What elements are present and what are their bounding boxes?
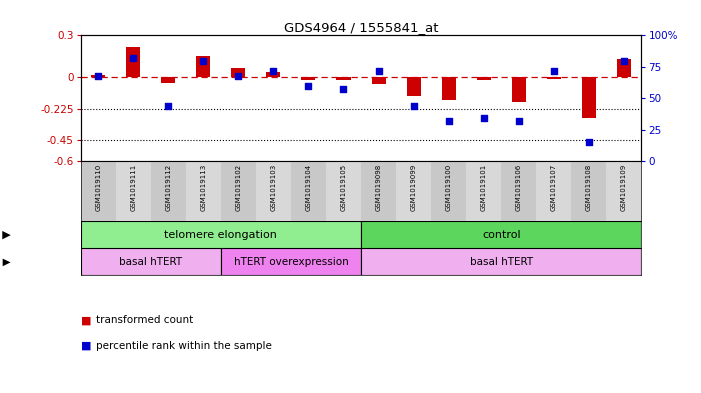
Point — [443, 118, 454, 124]
Point — [233, 72, 244, 79]
Text: GSM1019107: GSM1019107 — [551, 164, 557, 211]
Text: GSM1019109: GSM1019109 — [621, 164, 627, 211]
Bar — [582, 77, 596, 118]
Bar — [126, 46, 140, 77]
Bar — [266, 72, 280, 77]
Bar — [116, 161, 151, 221]
Bar — [336, 77, 350, 80]
Point — [163, 103, 174, 109]
Text: GSM1019098: GSM1019098 — [376, 164, 381, 211]
Point — [478, 115, 489, 121]
Text: GSM1019100: GSM1019100 — [446, 164, 451, 211]
Bar — [571, 161, 606, 221]
Text: genotype/variation  ▶: genotype/variation ▶ — [0, 257, 11, 266]
Bar — [186, 161, 221, 221]
Text: GSM1019110: GSM1019110 — [95, 164, 101, 211]
Text: GSM1019113: GSM1019113 — [200, 164, 206, 211]
Text: ■: ■ — [81, 315, 91, 325]
Bar — [256, 161, 291, 221]
Text: GSM1019111: GSM1019111 — [130, 164, 136, 211]
Text: basal hTERT: basal hTERT — [470, 257, 533, 266]
Bar — [231, 68, 245, 77]
Text: GSM1019105: GSM1019105 — [341, 164, 346, 211]
Text: telomere elongation: telomere elongation — [164, 230, 278, 240]
Bar — [442, 77, 456, 100]
Bar — [91, 75, 105, 77]
Text: percentile rank within the sample: percentile rank within the sample — [96, 341, 272, 351]
Bar — [221, 248, 361, 275]
Text: GSM1019112: GSM1019112 — [165, 164, 171, 211]
Text: hTERT overexpression: hTERT overexpression — [233, 257, 348, 266]
Bar — [361, 221, 641, 248]
Title: GDS4964 / 1555841_at: GDS4964 / 1555841_at — [284, 21, 438, 34]
Bar — [407, 77, 421, 95]
Point — [583, 139, 594, 145]
Point — [338, 86, 349, 93]
Bar — [361, 248, 641, 275]
Bar — [81, 221, 361, 248]
Text: basal hTERT: basal hTERT — [119, 257, 182, 266]
Bar — [361, 161, 396, 221]
Bar — [606, 161, 641, 221]
Text: transformed count: transformed count — [96, 315, 193, 325]
Text: GSM1019106: GSM1019106 — [516, 164, 522, 211]
Point — [93, 72, 104, 79]
Point — [373, 68, 384, 74]
Bar — [81, 248, 221, 275]
Bar — [617, 59, 631, 77]
Point — [513, 118, 524, 124]
Bar — [431, 161, 466, 221]
Bar — [151, 161, 186, 221]
Point — [128, 55, 139, 61]
Point — [198, 57, 209, 64]
Text: GSM1019102: GSM1019102 — [236, 164, 241, 211]
Point — [548, 68, 559, 74]
Bar — [396, 161, 431, 221]
Point — [303, 83, 314, 89]
Bar — [81, 161, 116, 221]
Bar — [161, 77, 175, 83]
Text: control: control — [482, 230, 521, 240]
Bar — [512, 77, 526, 103]
Bar — [372, 77, 386, 84]
Bar — [466, 161, 501, 221]
Bar — [291, 161, 326, 221]
Bar — [547, 77, 561, 79]
Text: GSM1019104: GSM1019104 — [306, 164, 311, 211]
Text: GSM1019108: GSM1019108 — [586, 164, 592, 211]
Text: ■: ■ — [81, 341, 91, 351]
Point — [618, 57, 629, 64]
Text: GSM1019101: GSM1019101 — [481, 164, 486, 211]
Point — [268, 68, 279, 74]
Bar — [196, 56, 210, 77]
Bar — [301, 77, 315, 80]
Bar — [221, 161, 256, 221]
Point — [408, 103, 419, 109]
Bar — [536, 161, 571, 221]
Bar — [501, 161, 536, 221]
Bar — [326, 161, 361, 221]
Text: GSM1019103: GSM1019103 — [271, 164, 276, 211]
Text: GSM1019099: GSM1019099 — [411, 164, 416, 211]
Bar — [477, 77, 491, 80]
Text: protocol  ▶: protocol ▶ — [0, 230, 11, 240]
